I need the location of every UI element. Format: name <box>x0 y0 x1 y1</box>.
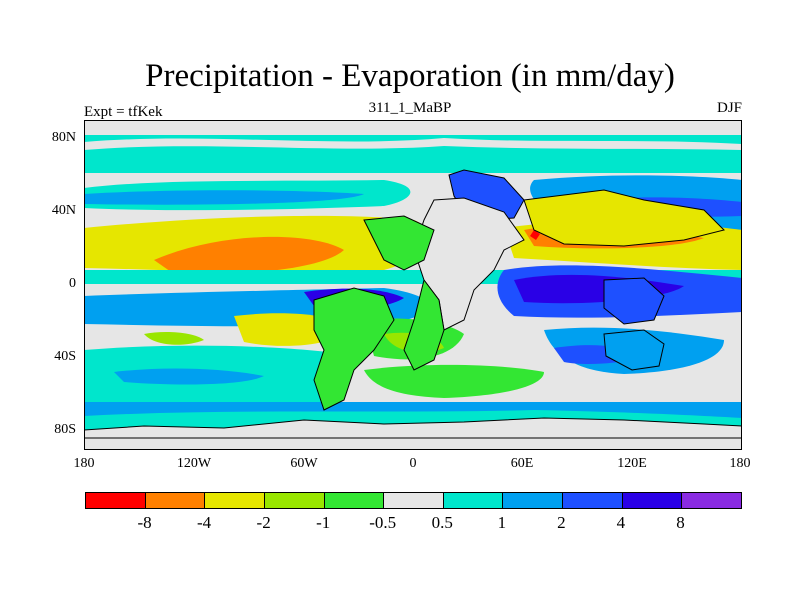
colorbar-label: -0.5 <box>369 513 397 532</box>
colorbar-label: 0.5 <box>431 513 453 532</box>
colorbar-label: -1 <box>316 513 331 532</box>
map-subtitle: 311_1_MaBP <box>368 100 452 116</box>
colorbar-swatch-6 <box>443 493 504 508</box>
lon-tick-60w: 60W <box>290 456 318 471</box>
lon-tick-120e: 120E <box>617 456 647 471</box>
season-label: DJF <box>716 100 742 116</box>
colorbar-swatch-1 <box>145 493 206 508</box>
north-atlantic-dry-core <box>154 236 344 275</box>
colorbar-swatch-3 <box>264 493 325 508</box>
asia-land <box>523 189 725 247</box>
equator-gap <box>84 284 742 294</box>
map-title: Precipitation - Evaporation (in mm/day) <box>145 58 675 94</box>
australia-land <box>603 329 665 371</box>
arctic-gray-streak <box>84 138 742 150</box>
colorbar-label: 4 <box>616 513 626 532</box>
colorbar <box>85 492 742 509</box>
experiment-label: Expt = tfKek <box>84 104 163 120</box>
south-atlantic-green <box>364 364 544 398</box>
colorbar-label: 8 <box>676 513 685 532</box>
colorbar-swatch-4 <box>324 493 385 508</box>
colorbar-swatch-9 <box>622 493 683 508</box>
colorbar-swatch-10 <box>682 493 742 508</box>
north-america-land <box>363 215 435 271</box>
map-panel <box>84 120 742 450</box>
lon-tick-0: 0 <box>409 456 417 471</box>
colorbar-swatch-7 <box>503 493 564 508</box>
lat-tick-80n: 80N <box>51 130 76 145</box>
colorbar-label: -8 <box>137 513 152 532</box>
asia-dry-spot <box>530 230 540 240</box>
lon-tick-180e: 180 <box>729 456 751 471</box>
south-america-land <box>313 287 395 411</box>
colorbar-swatch-5 <box>384 493 444 508</box>
colorbar-label: 1 <box>497 513 507 532</box>
maritime-continent-land <box>603 277 665 325</box>
lat-tick-40n: 40N <box>51 203 76 218</box>
south-pacific-dry-patch <box>144 332 204 345</box>
lon-tick-120w: 120W <box>176 456 212 471</box>
colorbar-label: 2 <box>557 513 566 532</box>
colorbar-label: -4 <box>196 513 212 532</box>
lat-tick-80s: 80S <box>54 422 76 437</box>
map-field <box>84 120 742 450</box>
south-africa-land <box>403 278 445 371</box>
south-pacific-wet-core <box>114 368 264 385</box>
antarctica-land <box>84 417 742 439</box>
colorbar-swatch-0 <box>86 493 146 508</box>
lon-tick-60e: 60E <box>510 456 534 471</box>
colorbar-swatch-8 <box>563 493 623 508</box>
lon-tick-180w: 180 <box>73 456 95 471</box>
map-frame <box>84 120 742 450</box>
lat-tick-0: 0 <box>69 276 76 291</box>
north-atlantic-core <box>84 190 364 205</box>
colorbar-swatch-2 <box>205 493 265 508</box>
colorbar-label: -2 <box>256 513 271 532</box>
lat-tick-40s: 40S <box>54 349 76 364</box>
